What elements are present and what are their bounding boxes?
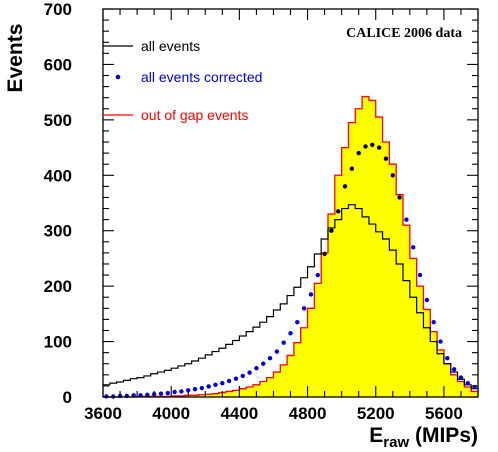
series-all-events-corrected-point xyxy=(158,391,164,396)
legend: all events all events corrected out of g… xyxy=(103,38,262,123)
series-all-events-corrected-point xyxy=(295,319,300,325)
series-all-events-corrected-point xyxy=(417,272,423,278)
series-all-events-corrected-point xyxy=(349,166,355,171)
x-axis-title-subscript: raw xyxy=(383,434,409,451)
y-tick-label: 100 xyxy=(44,333,72,352)
legend-swatch-all-events-corrected xyxy=(115,74,121,80)
series-all-events-corrected-point xyxy=(390,173,395,178)
series-all-events-corrected-point xyxy=(424,297,430,303)
series-all-events-corrected-point xyxy=(308,292,314,297)
series-all-events-corrected-point xyxy=(301,306,307,311)
series-all-events-corrected-point xyxy=(451,367,457,372)
y-tick-label: 400 xyxy=(44,166,72,185)
series-all-events-corrected-point xyxy=(281,340,286,345)
series-all-events-corrected-point xyxy=(288,331,293,336)
y-tick-label: 700 xyxy=(44,0,72,19)
series-all-events-corrected-point xyxy=(220,380,225,386)
series-all-events-corrected-point xyxy=(199,385,205,391)
y-tick-label: 0 xyxy=(63,388,72,407)
series-all-events-corrected-point xyxy=(233,376,239,381)
series-out-of-gap-events-outline xyxy=(103,95,478,398)
series-all-events-corrected-point xyxy=(186,388,191,393)
series-all-events-line xyxy=(103,204,478,390)
x-axis-title: Eraw (MIPs) xyxy=(369,424,478,451)
series-all-events-corrected-point xyxy=(322,251,327,257)
x-tick-label: 4800 xyxy=(289,404,327,423)
x-tick-label: 3600 xyxy=(84,404,122,423)
series-all-events-corrected-point xyxy=(213,382,218,388)
series-all-events-corrected-point xyxy=(315,272,320,278)
y-tick-label: 300 xyxy=(44,222,72,241)
legend-label-all-events-corrected: all events corrected xyxy=(141,69,262,85)
series-all-events-corrected-point xyxy=(274,349,280,354)
series-all-events-corrected-point xyxy=(404,217,409,222)
axis-ticks xyxy=(102,8,479,398)
x-tick-label: 5200 xyxy=(357,404,395,423)
x-axis-title-main: E xyxy=(369,424,383,447)
series-all-events-corrected-point xyxy=(172,389,177,395)
chart-annotation: CALICE 2006 data xyxy=(346,26,462,41)
series-all-events-corrected-point xyxy=(247,370,252,375)
x-tick-label: 4400 xyxy=(220,404,258,423)
series-all-events-corrected-point xyxy=(267,356,273,361)
series-all-events-corrected-point xyxy=(431,319,436,325)
series-all-events-corrected-point xyxy=(397,195,402,200)
series-all-events-corrected-point xyxy=(145,392,150,397)
series-all-events-corrected-point xyxy=(336,209,341,214)
series-all-events-corrected-point xyxy=(411,245,416,250)
series-all-events-corrected-point xyxy=(383,156,389,161)
x-axis-title-unit: (MIPs) xyxy=(409,424,478,447)
series-out-of-gap-events-fill xyxy=(103,96,478,397)
series-all-events-corrected-point xyxy=(261,361,266,366)
series-all-events-corrected-point xyxy=(179,389,184,394)
legend-label-out-of-gap-events: out of gap events xyxy=(141,107,248,123)
series-all-events-corrected-point xyxy=(206,384,211,389)
series-all-events-corrected-point xyxy=(465,380,470,386)
legend-label-all-events: all events xyxy=(141,38,200,54)
y-tick-label: 200 xyxy=(44,277,72,296)
series-all-events-corrected-point xyxy=(363,144,368,149)
series-all-events-corrected-point xyxy=(192,387,198,392)
y-tick-label: 500 xyxy=(44,111,72,130)
series-all-events-corrected-point xyxy=(370,142,375,147)
y-tick-label: 600 xyxy=(44,55,72,74)
series-all-events-corrected-point xyxy=(356,150,361,156)
series-all-events-corrected-point xyxy=(438,339,443,344)
x-tick-label: 4000 xyxy=(152,404,190,423)
x-tick-label: 5600 xyxy=(425,404,463,423)
series-all-events-corrected-point xyxy=(254,365,259,371)
series-all-events-corrected-point xyxy=(342,184,348,189)
series-all-events-corrected-point xyxy=(165,390,170,396)
series-all-events-corrected-point xyxy=(458,375,464,380)
series-all-events-corrected-point xyxy=(240,373,245,379)
series-all-events-corrected-point xyxy=(445,356,450,361)
series-all-events-corrected-point xyxy=(376,145,382,150)
y-axis-title: Events xyxy=(4,24,27,93)
series-all-events-corrected-point xyxy=(226,378,232,384)
series-all-events-corrected-point xyxy=(329,228,334,233)
plot-area xyxy=(103,95,478,399)
tick-labels: 3600 4000 4400 4800 5200 5600 0 100 200 300 400 500… xyxy=(44,0,463,423)
